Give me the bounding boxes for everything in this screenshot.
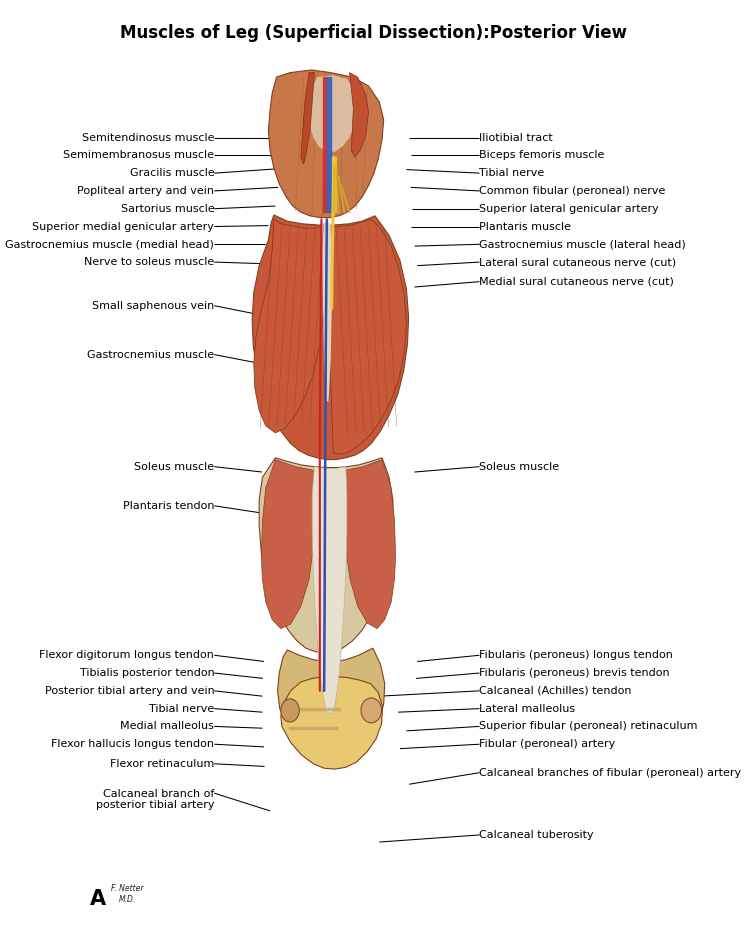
Text: Plantaris tendon: Plantaris tendon [123,500,214,511]
Text: Plantaris muscle: Plantaris muscle [480,221,571,232]
Text: Fibularis (peroneus) brevis tendon: Fibularis (peroneus) brevis tendon [480,668,670,678]
Ellipse shape [281,699,300,722]
Text: Tibialis posterior tendon: Tibialis posterior tendon [79,668,214,678]
Polygon shape [261,460,314,628]
Text: Biceps femoris muscle: Biceps femoris muscle [480,150,605,160]
Text: Calcaneal branches of fibular (peroneal) artery: Calcaneal branches of fibular (peroneal)… [480,767,742,778]
Text: Lateral malleolus: Lateral malleolus [480,704,576,713]
Polygon shape [350,73,368,157]
Polygon shape [278,648,385,753]
Text: Gastrocnemius muscle (medial head): Gastrocnemius muscle (medial head) [5,239,214,250]
Text: Soleus muscle: Soleus muscle [134,462,214,472]
Text: Tibial nerve: Tibial nerve [149,704,214,713]
Text: Medial sural cutaneous nerve (cut): Medial sural cutaneous nerve (cut) [480,276,675,287]
Text: M.D.: M.D. [119,895,136,904]
Ellipse shape [361,698,382,723]
Text: Sartorius muscle: Sartorius muscle [120,203,214,214]
Polygon shape [268,70,384,218]
Polygon shape [329,219,406,454]
Text: Superior medial genicular artery: Superior medial genicular artery [32,221,214,232]
Text: Flexor hallucis longus tendon: Flexor hallucis longus tendon [52,739,214,749]
Text: Iliotibial tract: Iliotibial tract [480,132,554,143]
Text: Posterior tibial artery and vein: Posterior tibial artery and vein [45,686,214,696]
Text: Tibial nerve: Tibial nerve [480,168,545,178]
Text: Medial malleolus: Medial malleolus [120,722,214,731]
Text: Muscles of Leg (Superficial Dissection):Posterior View: Muscles of Leg (Superficial Dissection):… [120,24,627,42]
Text: Lateral sural cutaneous nerve (cut): Lateral sural cutaneous nerve (cut) [480,257,677,267]
Text: Superior fibular (peroneal) retinaculum: Superior fibular (peroneal) retinaculum [480,722,698,731]
Polygon shape [301,73,314,165]
Polygon shape [322,223,332,402]
Text: Soleus muscle: Soleus muscle [480,462,560,472]
Polygon shape [259,458,393,653]
Text: Fibular (peroneal) artery: Fibular (peroneal) artery [480,739,616,749]
Text: Common fibular (peroneal) nerve: Common fibular (peroneal) nerve [480,186,666,196]
Text: F. Netter: F. Netter [111,884,144,893]
Polygon shape [281,676,382,769]
Polygon shape [312,466,347,713]
Text: Calcaneal (Achilles) tendon: Calcaneal (Achilles) tendon [480,686,632,696]
Text: Semimembranosus muscle: Semimembranosus muscle [63,150,214,160]
Polygon shape [308,76,358,151]
Text: Gastrocnemius muscle: Gastrocnemius muscle [87,350,214,359]
Text: Superior lateral genicular artery: Superior lateral genicular artery [480,203,660,214]
Text: Fibularis (peroneus) longus tendon: Fibularis (peroneus) longus tendon [480,650,673,660]
Text: Semitendinosus muscle: Semitendinosus muscle [81,132,214,143]
Text: Calcaneal tuberosity: Calcaneal tuberosity [480,830,594,840]
Polygon shape [344,460,396,628]
Text: A: A [90,888,106,909]
Text: Flexor retinaculum: Flexor retinaculum [110,759,214,769]
Text: Gracilis muscle: Gracilis muscle [129,168,214,178]
Polygon shape [252,215,409,460]
Text: Popliteal artery and vein: Popliteal artery and vein [77,186,214,196]
Text: Small saphenous vein: Small saphenous vein [92,301,214,310]
Polygon shape [254,219,325,433]
Text: Nerve to soleus muscle: Nerve to soleus muscle [84,257,214,267]
Text: Gastrocnemius muscle (lateral head): Gastrocnemius muscle (lateral head) [480,239,686,250]
Text: Flexor digitorum longus tendon: Flexor digitorum longus tendon [40,650,214,660]
Text: Calcaneal branch of
posterior tibial artery: Calcaneal branch of posterior tibial art… [96,789,214,810]
